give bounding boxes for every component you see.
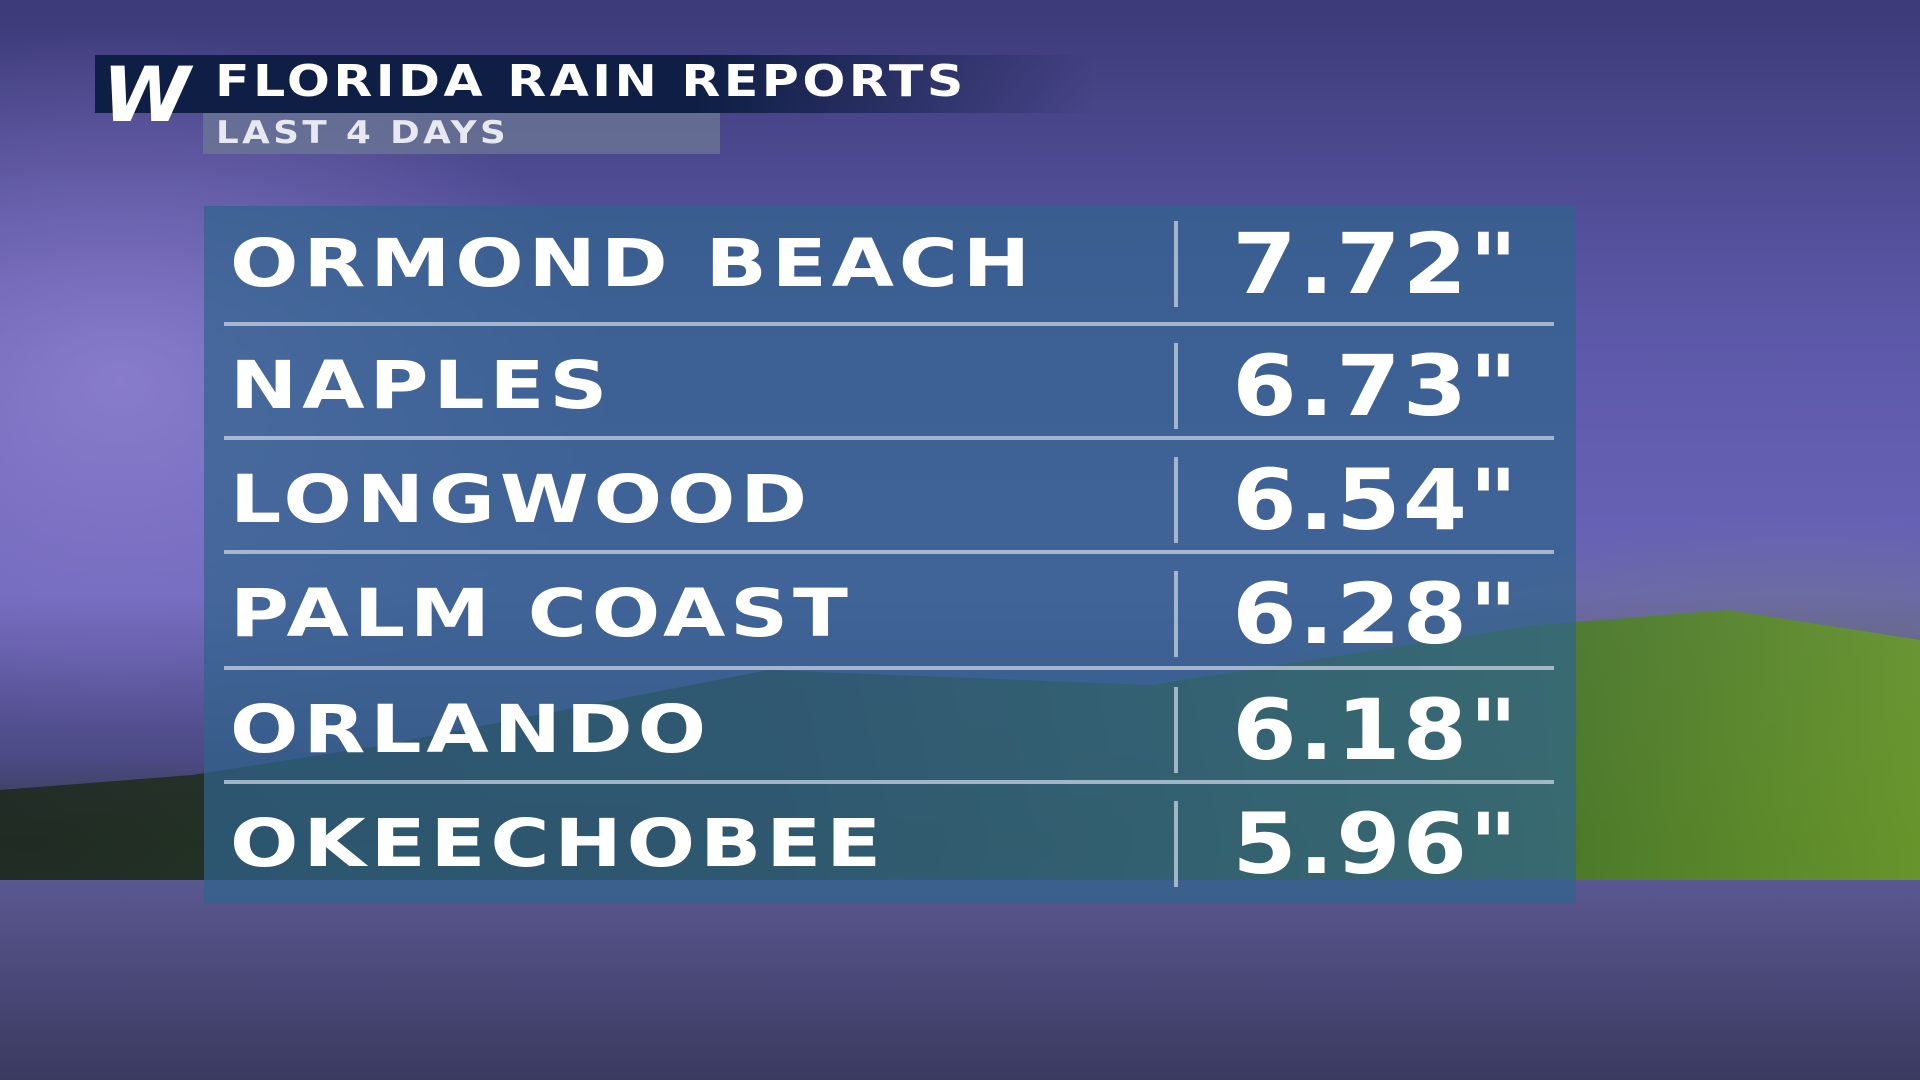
row-divider <box>224 780 1554 784</box>
column-divider <box>1174 571 1178 657</box>
table-row: NAPLES 6.73" <box>204 328 1576 444</box>
title: FLORIDA RAIN REPORTS <box>215 56 967 107</box>
column-divider <box>1174 343 1178 429</box>
rain-amount: 6.54" <box>1232 451 1520 549</box>
row-divider <box>224 666 1554 670</box>
location-name: NAPLES <box>230 347 613 424</box>
subtitle: LAST 4 DAYS <box>216 115 510 151</box>
column-divider <box>1174 221 1178 307</box>
table-row: OKEECHOBEE 5.96" <box>204 786 1576 902</box>
rain-amount: 6.73" <box>1232 337 1520 435</box>
location-name: LONGWOOD <box>230 461 812 538</box>
row-divider <box>224 436 1554 440</box>
column-divider <box>1174 457 1178 543</box>
location-name: ORMOND BEACH <box>230 225 1036 302</box>
rain-amount: 7.72" <box>1232 215 1520 313</box>
row-divider <box>224 322 1554 326</box>
column-divider <box>1174 801 1178 887</box>
rain-amount: 5.96" <box>1232 795 1520 893</box>
water <box>0 880 1920 1080</box>
subtitle-bar <box>203 113 720 154</box>
rain-amount: 6.18" <box>1232 681 1520 779</box>
table-row: ORMOND BEACH 7.72" <box>204 206 1576 322</box>
table-row: PALM COAST 6.28" <box>204 556 1576 672</box>
header-bar <box>95 55 1095 113</box>
location-name: ORLANDO <box>230 691 711 768</box>
logo: W <box>102 50 190 139</box>
table-row: LONGWOOD 6.54" <box>204 442 1576 558</box>
row-divider <box>224 550 1554 554</box>
rain-amount: 6.28" <box>1232 565 1520 663</box>
column-divider <box>1174 687 1178 773</box>
location-name: PALM COAST <box>230 575 853 652</box>
rain-table: ORMOND BEACH 7.72" NAPLES 6.73" LONGWOOD 6.54… <box>204 206 1576 904</box>
table-row: ORLANDO 6.18" <box>204 672 1576 788</box>
location-name: OKEECHOBEE <box>230 805 886 882</box>
